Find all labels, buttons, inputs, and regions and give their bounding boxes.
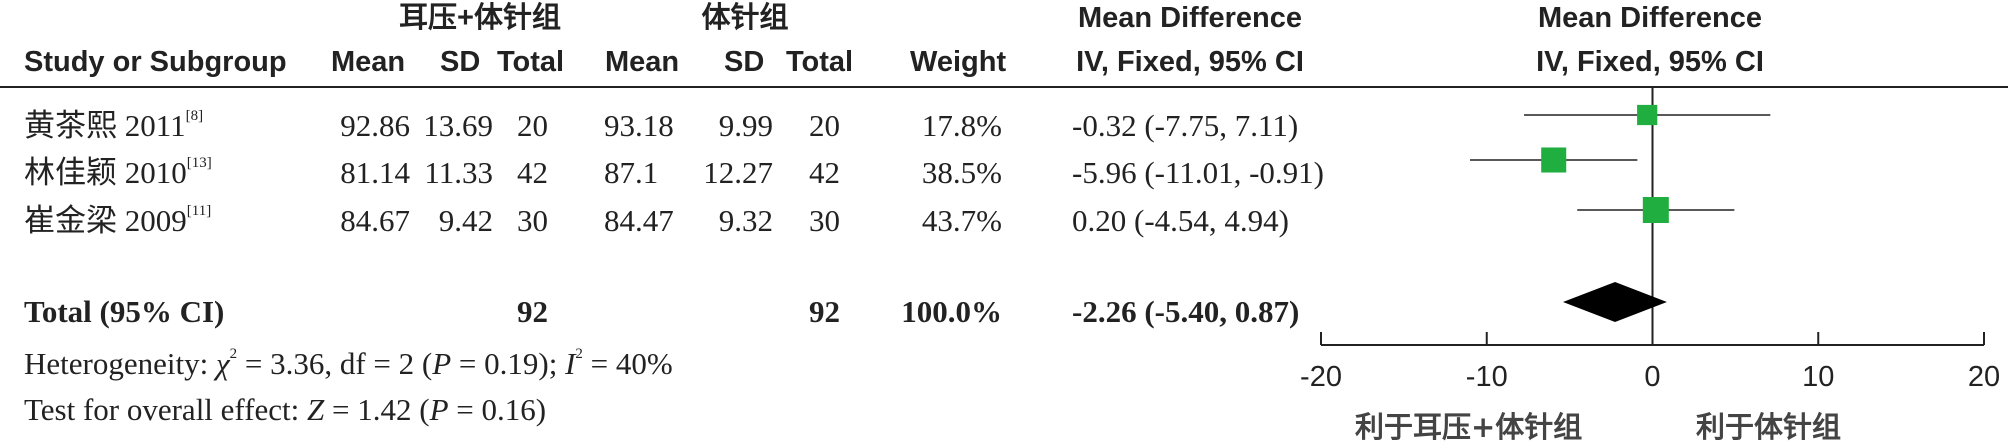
ctl-sd-header: SD [724,46,765,78]
plot-header-title: Mean Difference [1537,2,1762,34]
total-label: Total (95% CI) [24,294,225,329]
exp-sd-header: SD [440,46,481,78]
x-tick-label: 20 [1968,361,2000,393]
ctl-mean: 93.18 [604,108,674,143]
md-header-title: Mean Difference [1077,2,1302,34]
exp-mean: 81.14 [340,155,410,190]
header-rule [0,86,2008,88]
study-marker [1637,104,1658,126]
study-marker [1541,147,1567,173]
ci-text: -5.96 (-11.01, -0.91) [1072,155,1324,190]
exp-total-sum: 92 [517,294,548,329]
overall-diamond [1562,282,1667,322]
study-column-header: Study or Subgroup [24,46,287,78]
ctl-mean: 84.47 [604,203,674,238]
exp-total: 42 [517,155,548,190]
exp-total: 30 [517,203,548,238]
favours-right-label: 利于体针组 [1696,410,1841,442]
ctl-total: 20 [809,108,840,143]
experimental-group-header: 耳压+体针组 [399,2,561,34]
md-header-method: IV, Fixed, 95% CI [1076,46,1304,78]
exp-mean-header: Mean [331,46,406,78]
ci-text: 0.20 (-4.54, 4.94) [1072,203,1289,238]
exp-mean: 84.67 [340,203,410,238]
study-name: 崔金梁 2009[11] [24,203,212,238]
exp-sd: 11.33 [424,155,493,190]
ci-text: -0.32 (-7.75, 7.11) [1072,108,1299,143]
heterogeneity-stat: Heterogeneity: χ2 = 3.36, df = 2 (P = 0.… [24,346,673,381]
ctl-total: 42 [809,155,840,190]
ctl-sd: 12.27 [703,155,773,190]
study-name: 黄茶熙 2011[8] [24,108,204,143]
ctl-total-header: Total [786,46,854,78]
total-weight: 100.0% [901,294,1002,329]
x-tick-label: 0 [1644,361,1660,393]
total-ci-text: -2.26 (-5.40, 0.87) [1072,294,1300,329]
ctl-sd: 9.32 [718,203,773,238]
study-marker [1642,197,1669,223]
plot-header-method: IV, Fixed, 95% CI [1536,46,1764,78]
exp-total-header: Total [497,46,565,78]
x-tick-label: -20 [1300,361,1342,393]
exp-mean: 92.86 [340,108,410,143]
weight-value: 38.5% [921,155,1002,190]
weight-value: 43.7% [921,203,1002,238]
favours-left-label: 利于耳压+体针组 [1355,410,1582,442]
ctl-total: 30 [809,203,840,238]
ctl-mean-header: Mean [605,46,680,78]
control-group-header: 体针组 [701,2,789,34]
ctl-total-sum: 92 [809,294,840,329]
ctl-sd: 9.99 [718,108,773,143]
study-name: 林佳颖 2010[13] [24,155,212,190]
overall-effect-stat: Test for overall effect: Z = 1.42 (P = 0… [24,392,547,427]
x-tick-label: 10 [1802,361,1834,393]
weight-header: Weight [910,46,1007,78]
x-tick-label: -10 [1466,361,1508,393]
exp-sd: 9.42 [438,203,493,238]
exp-sd: 13.69 [423,108,493,143]
ctl-mean: 87.1 [604,155,659,190]
exp-total: 20 [517,108,548,143]
weight-value: 17.8% [921,108,1002,143]
